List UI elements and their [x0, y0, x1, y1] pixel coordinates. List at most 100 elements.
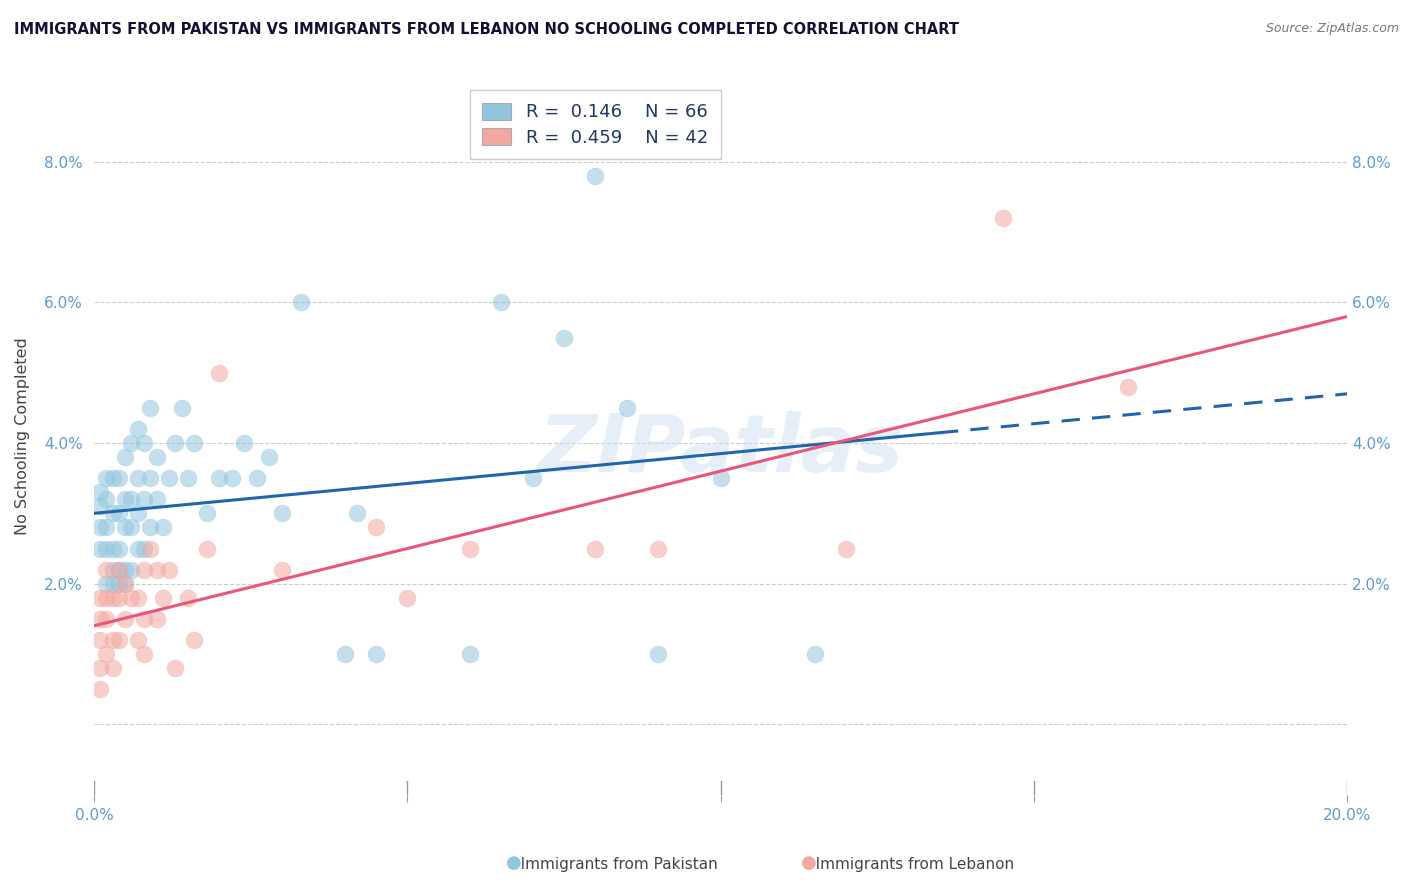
Point [114, 450, 136, 464]
Point [991, 211, 1014, 225]
Point [177, 591, 200, 605]
Point [89, 541, 111, 556]
Text: Source: ZipAtlas.com: Source: ZipAtlas.com [1265, 22, 1399, 36]
Point [127, 507, 149, 521]
Point [145, 492, 167, 507]
Point [290, 295, 312, 310]
Point [132, 647, 155, 661]
Point [709, 471, 731, 485]
Point [183, 436, 205, 450]
Point [157, 471, 180, 485]
Point [89, 632, 111, 647]
Point [89, 661, 111, 675]
Point [127, 591, 149, 605]
Point [246, 471, 269, 485]
Point [489, 295, 512, 310]
Point [108, 507, 131, 521]
Point [139, 471, 162, 485]
Point [132, 541, 155, 556]
Point [108, 591, 131, 605]
Point [89, 612, 111, 626]
Point [132, 612, 155, 626]
Point [121, 520, 143, 534]
Point [177, 471, 200, 485]
Point [96, 591, 118, 605]
Point [170, 401, 193, 415]
Point [108, 563, 131, 577]
Point [101, 661, 124, 675]
Point [114, 563, 136, 577]
Point [89, 520, 111, 534]
Point [259, 450, 281, 464]
Point [364, 647, 387, 661]
Point [195, 507, 218, 521]
Point [121, 591, 143, 605]
Point [139, 520, 162, 534]
Point [183, 632, 205, 647]
Point [458, 541, 481, 556]
Point [195, 541, 218, 556]
Point [132, 436, 155, 450]
Point [208, 471, 231, 485]
Point [101, 507, 124, 521]
Point [208, 366, 231, 380]
Point [89, 682, 111, 697]
Point [89, 485, 111, 500]
Point [121, 436, 143, 450]
Point [121, 563, 143, 577]
Point [114, 576, 136, 591]
Point [114, 520, 136, 534]
Point [647, 541, 669, 556]
Point [114, 612, 136, 626]
Point [396, 591, 419, 605]
Point [270, 507, 292, 521]
Point [1116, 380, 1139, 394]
Point [108, 632, 131, 647]
Point [101, 563, 124, 577]
Point [96, 576, 118, 591]
Point [96, 647, 118, 661]
Point [233, 436, 256, 450]
Text: ●: ● [801, 855, 817, 872]
Point [139, 541, 162, 556]
Point [127, 541, 149, 556]
Point [157, 563, 180, 577]
Point [127, 422, 149, 436]
Point [114, 492, 136, 507]
Point [121, 492, 143, 507]
Point [364, 520, 387, 534]
Legend: R =  0.146    N = 66, R =  0.459    N = 42: R = 0.146 N = 66, R = 0.459 N = 42 [470, 90, 721, 160]
Point [101, 632, 124, 647]
Point [96, 471, 118, 485]
Point [108, 541, 131, 556]
Point [221, 471, 243, 485]
Point [132, 563, 155, 577]
Point [803, 647, 825, 661]
Point [553, 330, 575, 344]
Point [89, 500, 111, 514]
Point [835, 541, 858, 556]
Point [96, 541, 118, 556]
Point [152, 520, 174, 534]
Point [145, 563, 167, 577]
Point [108, 471, 131, 485]
Point [108, 576, 131, 591]
Point [139, 401, 162, 415]
Point [165, 436, 187, 450]
Point [114, 576, 136, 591]
Point [145, 612, 167, 626]
Text: IMMIGRANTS FROM PAKISTAN VS IMMIGRANTS FROM LEBANON NO SCHOOLING COMPLETED CORRE: IMMIGRANTS FROM PAKISTAN VS IMMIGRANTS F… [14, 22, 959, 37]
Point [132, 492, 155, 507]
Point [458, 647, 481, 661]
Point [616, 401, 638, 415]
Point [583, 541, 606, 556]
Point [145, 450, 167, 464]
Point [346, 507, 368, 521]
Point [333, 647, 356, 661]
Point [101, 591, 124, 605]
Point [101, 471, 124, 485]
Point [165, 661, 187, 675]
Point [583, 169, 606, 183]
Text: ZIPatlas: ZIPatlas [538, 411, 903, 490]
Point [647, 647, 669, 661]
